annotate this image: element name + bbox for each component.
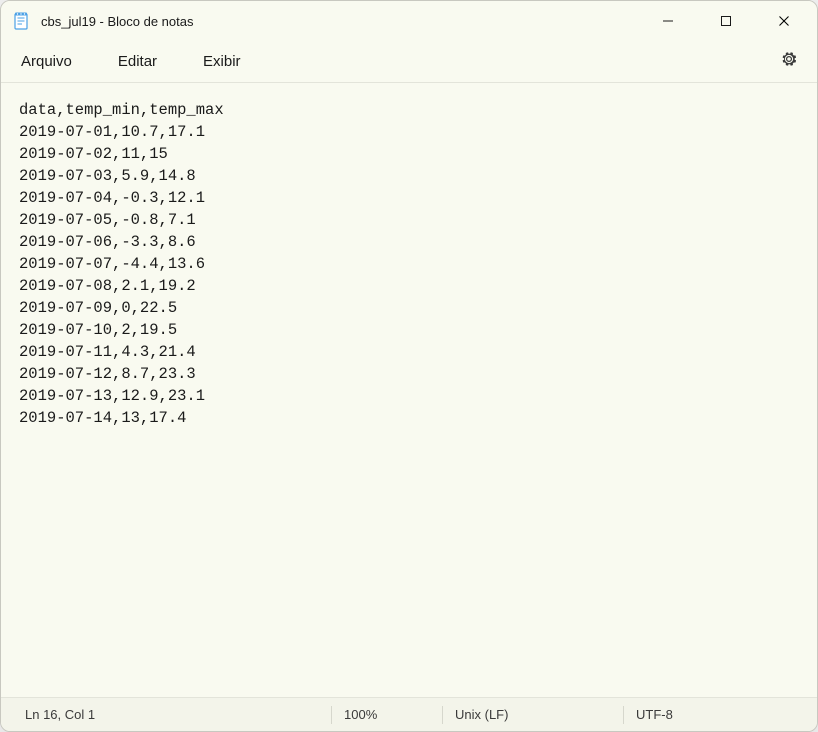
notepad-window: cbs_jul19 - Bloco de notas Arquivo Edita… [0, 0, 818, 732]
menu-view[interactable]: Exibir [189, 47, 255, 76]
statusbar: Ln 16, Col 1 100% Unix (LF) UTF-8 [1, 697, 817, 731]
menu-file[interactable]: Arquivo [7, 47, 86, 76]
menu-edit[interactable]: Editar [104, 47, 171, 76]
titlebar[interactable]: cbs_jul19 - Bloco de notas [1, 1, 817, 41]
window-title: cbs_jul19 - Bloco de notas [41, 14, 193, 29]
minimize-button[interactable] [639, 1, 697, 41]
settings-button[interactable] [771, 44, 807, 80]
status-position[interactable]: Ln 16, Col 1 [1, 698, 331, 731]
close-button[interactable] [755, 1, 813, 41]
status-encoding[interactable]: UTF-8 [624, 698, 817, 731]
status-zoom[interactable]: 100% [332, 698, 442, 731]
window-controls [639, 1, 813, 41]
notepad-icon [11, 11, 31, 31]
maximize-button[interactable] [697, 1, 755, 41]
gear-icon [780, 50, 798, 73]
text-editor[interactable]: data,temp_min,temp_max 2019-07-01,10.7,1… [1, 83, 817, 697]
status-eol[interactable]: Unix (LF) [443, 698, 623, 731]
menubar: Arquivo Editar Exibir [1, 41, 817, 83]
editor-content[interactable]: data,temp_min,temp_max 2019-07-01,10.7,1… [19, 99, 807, 429]
